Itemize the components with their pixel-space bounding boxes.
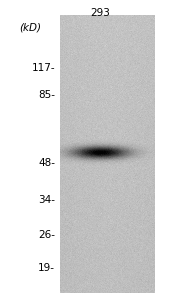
Text: 293: 293 bbox=[90, 8, 110, 18]
Text: 19-: 19- bbox=[38, 263, 55, 273]
Text: (kD): (kD) bbox=[19, 23, 41, 33]
Text: 48-: 48- bbox=[38, 158, 55, 168]
Text: 34-: 34- bbox=[38, 195, 55, 205]
Text: 85-: 85- bbox=[38, 90, 55, 100]
Text: 117-: 117- bbox=[31, 63, 55, 73]
Text: 26-: 26- bbox=[38, 230, 55, 240]
